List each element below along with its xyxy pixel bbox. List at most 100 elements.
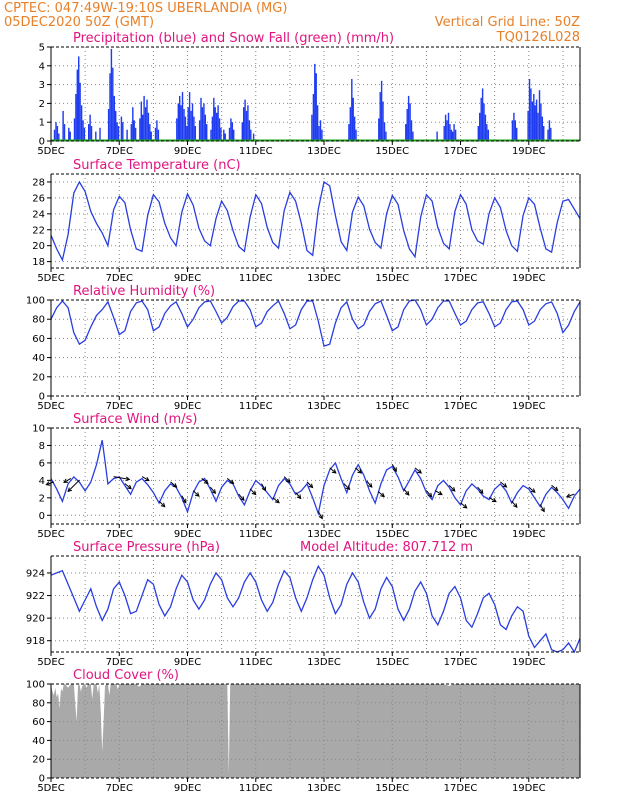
precip-bar-143: [534, 105, 536, 141]
precip-bar-9: [75, 94, 77, 141]
precip-bar-91: [312, 94, 315, 141]
precipitation-xtick-label-1: 7DEC: [106, 146, 133, 157]
wind-xtick-label-7: 19DEC: [512, 529, 546, 540]
wind-xtick-label-4: 13DEC: [307, 529, 341, 540]
precip-bar-113: [409, 103, 411, 141]
wind-arrow-39: [551, 484, 559, 491]
wind-arrowhead-40: [565, 493, 571, 498]
wind-arrowhead-8: [182, 498, 187, 504]
precip-bar-67: [206, 124, 208, 141]
wind-arrowhead-0: [45, 481, 51, 486]
precip-bar-141: [531, 101, 534, 141]
precip-bar-150: [547, 129, 549, 141]
wind-arrow-13: [238, 493, 245, 501]
precip-bar-60: [193, 116, 195, 141]
precip-bar-20: [99, 127, 101, 141]
precip-bar-5: [63, 124, 66, 141]
cloud-cover-xtick-label-2: 9DEC: [174, 783, 201, 794]
precip-bar-36: [139, 118, 141, 141]
wind-arrowhead-29: [427, 492, 433, 498]
wind-arrowhead-14: [251, 490, 257, 496]
humidity-ytick-label-0: 0: [39, 392, 45, 403]
header-grid-note: Vertical Grid Line: 50Z: [435, 15, 580, 30]
humidity-ytick-label-4: 80: [32, 315, 45, 326]
precip-bar-39: [143, 95, 145, 141]
precip-bar-132: [486, 124, 488, 141]
humidity-ytick-label-1: 20: [32, 372, 45, 383]
wind-arrowhead-21: [331, 469, 337, 474]
precip-bar-110: [405, 124, 407, 141]
precip-bar-11: [78, 56, 80, 141]
temperature-xtick-label-4: 13DEC: [307, 273, 341, 284]
precip-bar-0: [53, 129, 56, 141]
wind-arrowhead-28: [417, 469, 423, 474]
precip-bar-22: [109, 73, 111, 141]
wind-arrow-3: [113, 476, 130, 480]
precip-bar-40: [144, 107, 147, 141]
precip-bar-68: [210, 129, 212, 141]
cloud-cover-ytick-label-5: 100: [26, 680, 45, 691]
precipitation-ytick-label-3: 3: [39, 80, 45, 91]
precip-bar-32: [130, 124, 133, 141]
precip-bar-4: [62, 110, 64, 141]
wind-arrowhead-37: [530, 488, 536, 493]
wind-arrowhead-31: [450, 487, 456, 492]
wind-title: Surface Wind (m/s): [73, 412, 197, 427]
precip-bar-98: [348, 124, 350, 141]
wind-arrowhead-18: [296, 494, 302, 500]
header-location: CPTEC: 047:49W-19:10S UBERLANDIA (MG): [4, 1, 287, 16]
precip-bar-12: [79, 82, 81, 141]
pressure-title: Surface Pressure (hPa): [73, 540, 220, 555]
precip-bar-87: [248, 120, 251, 141]
precipitation-ytick-label-4: 4: [39, 61, 45, 72]
precip-bar-125: [454, 129, 457, 141]
wind-arrowhead-25: [380, 492, 386, 498]
precip-bar-21: [107, 109, 110, 141]
precip-bar-128: [480, 97, 482, 141]
precip-bar-83: [243, 107, 245, 141]
precip-bar-130: [483, 103, 485, 141]
precip-bar-63: [200, 97, 202, 141]
precip-bar-13: [80, 105, 83, 141]
wind-ytick-label-4: 8: [39, 441, 45, 452]
wind-arrowhead-9: [194, 492, 200, 497]
precip-bar-78: [228, 127, 231, 141]
wind-arrow-37: [528, 486, 536, 493]
precip-bar-74: [218, 118, 221, 141]
precip-bar-134: [511, 120, 514, 141]
wind-arrowhead-10: [203, 479, 209, 485]
precip-bar-71: [214, 107, 216, 141]
pressure-line: [50, 564, 581, 654]
wind-arrowhead-34: [491, 497, 497, 503]
precip-bar-146: [538, 90, 541, 141]
precip-bar-7: [69, 131, 71, 141]
wind-arrow-33: [477, 486, 484, 494]
wind-arrowhead-32: [462, 504, 468, 509]
wind-arrow-25: [377, 491, 385, 497]
wind-arrow-22: [343, 483, 350, 490]
wind-arrowhead-12: [229, 479, 235, 485]
precip-bar-73: [217, 105, 219, 141]
precip-bar-103: [355, 129, 357, 141]
precip-bar-2: [56, 126, 59, 141]
wind-arrowhead-30: [437, 490, 443, 496]
wind-arrowhead-1: [63, 478, 69, 483]
wind-arrow-2: [67, 479, 80, 492]
precip-bar-49: [177, 103, 180, 141]
precip-bar-15: [83, 127, 86, 141]
precip-bar-55: [186, 126, 188, 141]
precip-bar-97: [321, 129, 323, 141]
pressure-annotation: Model Altitude: 807.712 m: [300, 540, 473, 555]
wind-arrow-7: [170, 481, 177, 488]
wind-ytick-label-5: 10: [32, 424, 45, 435]
precip-bar-64: [201, 107, 204, 141]
wind-arrow-19: [306, 481, 313, 488]
cloud-cover-xtick-label-6: 17DEC: [444, 783, 478, 794]
precipitation-xtick-label-6: 17DEC: [444, 146, 478, 157]
wind-arrowhead-11: [211, 489, 217, 494]
wind-arrow-23: [354, 467, 362, 474]
precip-bar-100: [351, 79, 353, 141]
humidity-xtick-label-1: 7DEC: [106, 401, 133, 412]
precip-bar-66: [204, 114, 207, 141]
pressure-xtick-label-0: 5DEC: [37, 657, 64, 668]
